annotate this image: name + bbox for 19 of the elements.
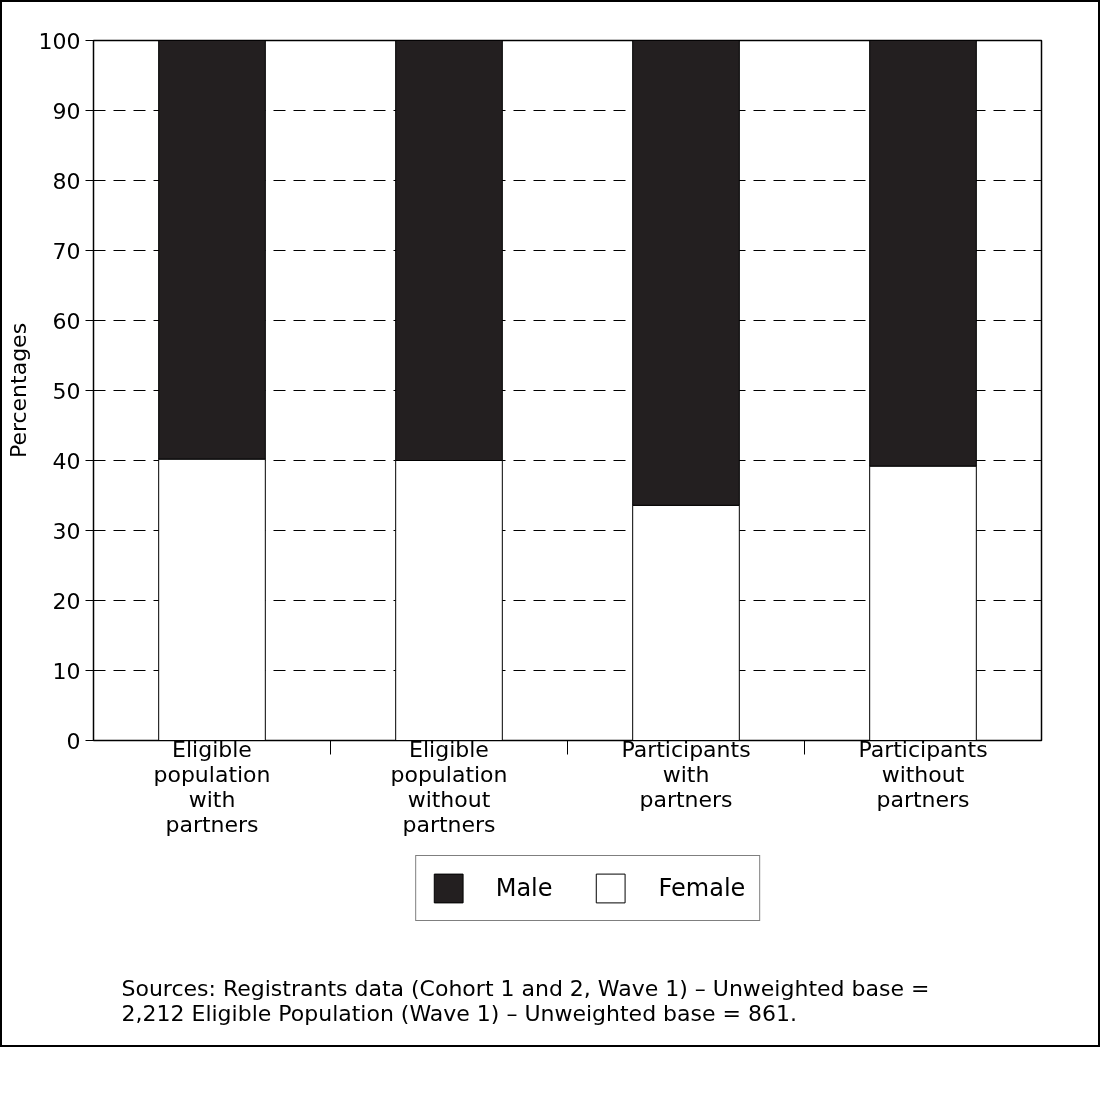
x-tick-label: Eligible population without partners <box>390 736 508 837</box>
y-tick-label: 70 <box>52 238 81 264</box>
y-tick-label: 40 <box>52 448 81 474</box>
y-tick-label: 20 <box>52 588 81 614</box>
y-tick-label: 30 <box>52 518 81 544</box>
y-tick-label: 50 <box>52 378 81 404</box>
y-tick-label: 90 <box>52 98 81 124</box>
legend-label: Female <box>658 874 746 902</box>
x-tick-label: Eligible population with partners <box>153 736 271 837</box>
y-tick-label: 60 <box>52 308 81 334</box>
y-tick-label: 80 <box>52 168 81 194</box>
legend-label: Male <box>495 874 553 902</box>
y-tick-label: 10 <box>52 658 81 684</box>
y-tick-label: 0 <box>66 728 81 754</box>
x-tick-label: Participants with partners <box>621 736 751 812</box>
x-tick-label: Participants without partners <box>858 736 988 812</box>
y-axis-title: Percentages <box>5 322 31 459</box>
y-tick-label: 100 <box>38 28 81 54</box>
source-note: Sources: Registrants data (Cohort 1 and 2, Wave 1) – Unweighted base = 2,212 Eligible Population (Wave 1) – Unweighted base = 861. <box>121 975 930 1026</box>
